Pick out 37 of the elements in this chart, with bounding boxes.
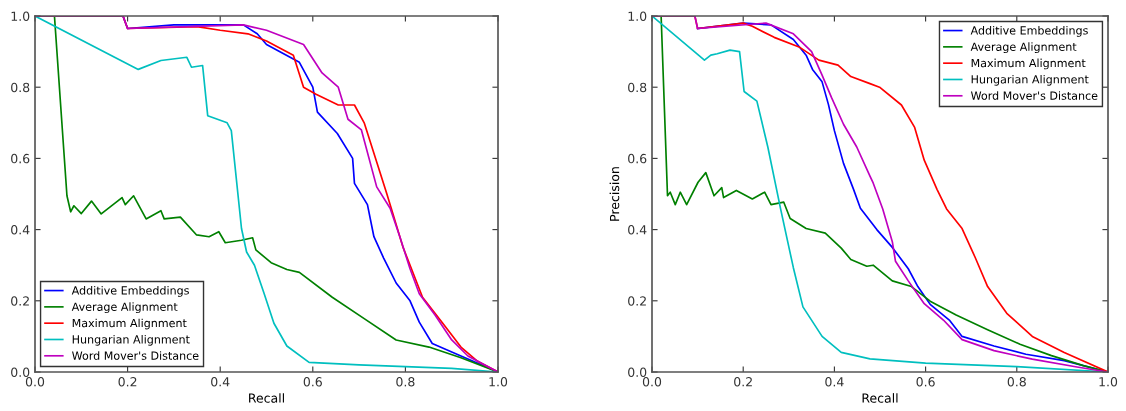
legend-label: Word Mover's Distance <box>72 351 199 360</box>
x-tick-label: 0.2 <box>734 377 752 387</box>
x-tick-label: 0.2 <box>118 377 137 387</box>
y-tick-label: 0.6 <box>11 153 30 164</box>
legend-label: Additive Embeddings <box>970 26 1088 37</box>
legend-label: Hungarian Alignment <box>72 334 190 346</box>
legend-label: Additive Embeddings <box>71 286 189 297</box>
legend-label: Average Alignment <box>71 302 178 314</box>
y-tick-label: 0.2 <box>11 296 29 306</box>
y-tick-label: 1.0 <box>628 11 647 21</box>
y-tick-label: 0.8 <box>628 82 647 93</box>
x-tick-label: 1.0 <box>489 377 508 387</box>
y-tick-label: 0.0 <box>11 367 30 377</box>
legend-label: Word Mover's Distance <box>970 91 1098 100</box>
x-tick-label: 0.8 <box>1007 377 1026 387</box>
x-axis-title: Recall <box>862 393 898 403</box>
y-axis-title: Precision <box>609 167 620 221</box>
x-tick-label: 0.6 <box>303 377 322 387</box>
y-tick-label: 0.0 <box>628 367 647 377</box>
x-tick-label: 1.0 <box>1099 377 1118 387</box>
x-tick-label: 0.0 <box>25 377 45 387</box>
x-axis-title: Recall <box>249 393 284 403</box>
y-tick-label: 0.2 <box>628 296 646 306</box>
legend-label: Average Alignment <box>970 42 1077 54</box>
legend-label: Maximum Alignment <box>971 58 1086 70</box>
y-tick-label: 0.6 <box>628 153 647 164</box>
x-tick-label: 0.6 <box>916 377 935 387</box>
legend-label: Maximum Alignment <box>72 318 187 330</box>
y-tick-label: 1.0 <box>11 11 30 21</box>
y-tick-label: 0.4 <box>628 225 647 235</box>
x-tick-label: 0.0 <box>642 377 662 387</box>
x-tick-label: 0.4 <box>211 377 230 387</box>
y-tick-label: 0.4 <box>11 225 30 235</box>
x-tick-label: 0.8 <box>396 377 415 387</box>
x-tick-label: 0.4 <box>825 377 844 387</box>
legend-label: Hungarian Alignment <box>971 74 1089 86</box>
y-tick-label: 0.8 <box>11 82 30 93</box>
